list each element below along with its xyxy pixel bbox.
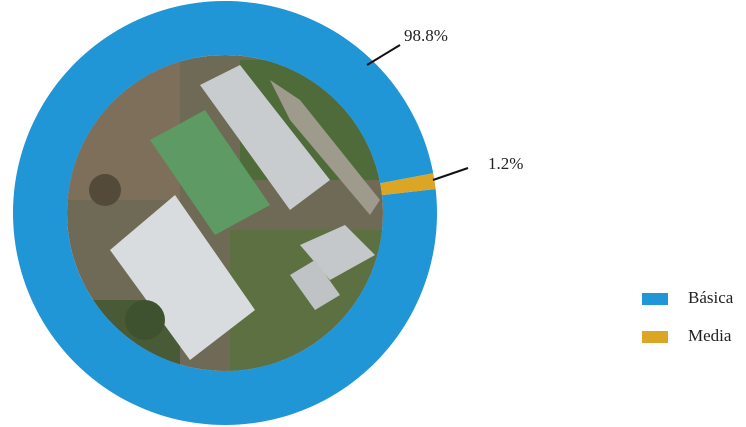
data-label: 98.8%	[404, 26, 448, 45]
leader-line	[366, 44, 401, 66]
legend-swatch	[642, 331, 668, 343]
legend-swatch	[642, 293, 668, 305]
donut-slice	[380, 173, 436, 196]
data-label: 1.2%	[488, 154, 523, 173]
legend-label: Básica	[688, 288, 734, 307]
leader-line	[432, 167, 469, 181]
legend-label: Media	[688, 326, 732, 345]
